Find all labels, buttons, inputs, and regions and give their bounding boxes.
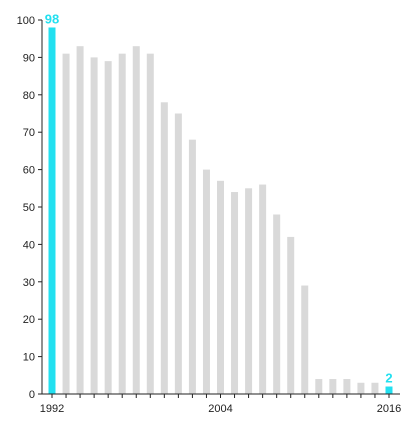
bar-2004 — [217, 180, 224, 394]
y-tick-label: 10 — [23, 352, 35, 364]
bar-2002 — [188, 139, 196, 394]
y-tick-label: 0 — [29, 389, 35, 401]
bar-1997 — [118, 53, 126, 394]
bar-2001 — [174, 113, 182, 394]
bar-1995 — [90, 57, 98, 395]
x-tick-label-2004: 2004 — [208, 403, 232, 415]
bar-1998 — [132, 46, 140, 395]
data-label-2016: 2 — [385, 371, 392, 386]
x-tick-label-1992: 1992 — [40, 403, 64, 415]
bars — [48, 27, 393, 395]
bar-2005 — [231, 192, 239, 394]
bar-2000 — [160, 102, 168, 394]
y-tick-label: 60 — [23, 165, 35, 177]
y-tick-label: 30 — [23, 277, 35, 289]
data-label-1992: 98 — [45, 11, 59, 26]
bar-2016 — [385, 386, 393, 394]
x-axis: 1992 2004 2016 — [40, 393, 401, 415]
bar-1994 — [76, 46, 84, 395]
y-tick-label: 70 — [23, 127, 35, 139]
bar-1999 — [146, 53, 154, 394]
bar-2012 — [329, 379, 337, 394]
y-tick-label: 90 — [23, 52, 35, 64]
bar-2015 — [371, 382, 379, 394]
bar-2014 — [357, 382, 365, 394]
bar-2013 — [343, 379, 351, 394]
bar-2009 — [287, 236, 295, 394]
y-tick-label: 50 — [23, 202, 35, 214]
bar-1993 — [62, 53, 70, 394]
y-tick-label: 40 — [23, 239, 35, 251]
x-tick-label-2016: 2016 — [377, 403, 401, 415]
bar-1996 — [104, 61, 112, 394]
bar-2011 — [315, 379, 323, 394]
bar-2008 — [273, 214, 281, 394]
y-tick-label: 20 — [23, 314, 35, 326]
bar-2007 — [259, 184, 267, 394]
bar-2003 — [202, 169, 210, 394]
bar-2010 — [301, 285, 309, 394]
data-labels: 98 2 — [45, 11, 393, 385]
bar-1992 — [48, 27, 56, 394]
y-tick-label: 80 — [23, 90, 35, 102]
y-tick-label: 100 — [17, 15, 35, 27]
bar-2006 — [245, 188, 253, 394]
y-axis: 0 10 20 30 40 50 60 70 80 90 100 — [17, 15, 43, 401]
